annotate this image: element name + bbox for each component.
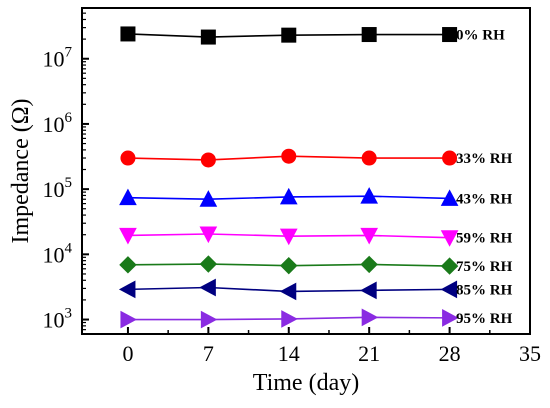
data-point: [361, 308, 379, 327]
data-point: [200, 29, 216, 45]
data-point: [281, 148, 297, 164]
data-point: [279, 228, 298, 246]
series-label: 75% RH: [456, 259, 513, 275]
y-tick-label: 106: [43, 110, 73, 137]
data-point: [440, 230, 459, 247]
x-tick-label: 7: [203, 341, 214, 366]
data-point: [440, 280, 458, 299]
data-point: [360, 255, 378, 274]
y-tick-label: 107: [43, 45, 73, 72]
data-point: [120, 26, 136, 42]
series-label: 0% RH: [456, 28, 505, 44]
data-point: [120, 310, 138, 329]
series-85-rh: 85% RH: [118, 278, 513, 301]
axes: 0 7 14 21 28 35 103 104 105 106 107: [43, 7, 541, 366]
data-point: [279, 282, 297, 301]
y-tick-label: 105: [43, 175, 73, 202]
data-point: [119, 227, 137, 245]
data-point: [281, 310, 298, 328]
series-label: 43% RH: [456, 191, 513, 207]
x-tick-label: 0: [122, 341, 133, 366]
series-95-rh: 95% RH: [120, 308, 513, 329]
data-point: [361, 27, 377, 43]
series-43-rh: 43% RH: [119, 187, 513, 207]
x-axis-title: Time (day): [253, 370, 359, 396]
data-point: [360, 187, 379, 204]
data-point: [281, 27, 297, 43]
data-point: [120, 150, 136, 166]
data-point: [200, 152, 216, 168]
y-tick-label: 103: [43, 306, 73, 333]
series-75-rh: 75% RH: [119, 255, 513, 275]
x-tick-label: 21: [358, 341, 380, 366]
series-label: 59% RH: [456, 231, 513, 247]
series-label: 85% RH: [456, 282, 513, 298]
data-point: [199, 255, 218, 273]
series-33-rh: 33% RH: [120, 148, 513, 168]
series-0-rh: 0% RH: [120, 26, 505, 45]
y-axis-title: Impedance (Ω): [8, 98, 34, 243]
data-point: [360, 281, 377, 300]
plot-frame: [81, 7, 531, 335]
data-point: [119, 188, 137, 206]
data-point: [440, 189, 459, 206]
series-layer: 0% RH 33% RH 43% RH 59% RH 75% RH 85% RH 95% R…: [118, 26, 513, 329]
series-59-rh: 59% RH: [119, 226, 513, 247]
x-tick-label: 35: [519, 341, 541, 366]
data-point: [200, 310, 218, 329]
data-point: [199, 278, 216, 297]
data-point: [199, 226, 218, 244]
data-point: [199, 190, 218, 207]
data-point: [360, 227, 379, 245]
data-point: [361, 150, 377, 166]
x-tick-label: 14: [278, 341, 300, 366]
data-point: [440, 257, 459, 275]
series-label: 33% RH: [456, 151, 513, 167]
data-point: [442, 150, 458, 166]
y-tick-label: 104: [43, 240, 73, 267]
data-point: [442, 27, 458, 43]
data-point: [279, 187, 298, 205]
data-point: [280, 256, 298, 275]
x-tick-label: 28: [439, 341, 461, 366]
data-point: [118, 280, 136, 299]
data-point: [119, 256, 137, 274]
series-label: 95% RH: [456, 311, 513, 327]
data-point: [442, 309, 459, 327]
